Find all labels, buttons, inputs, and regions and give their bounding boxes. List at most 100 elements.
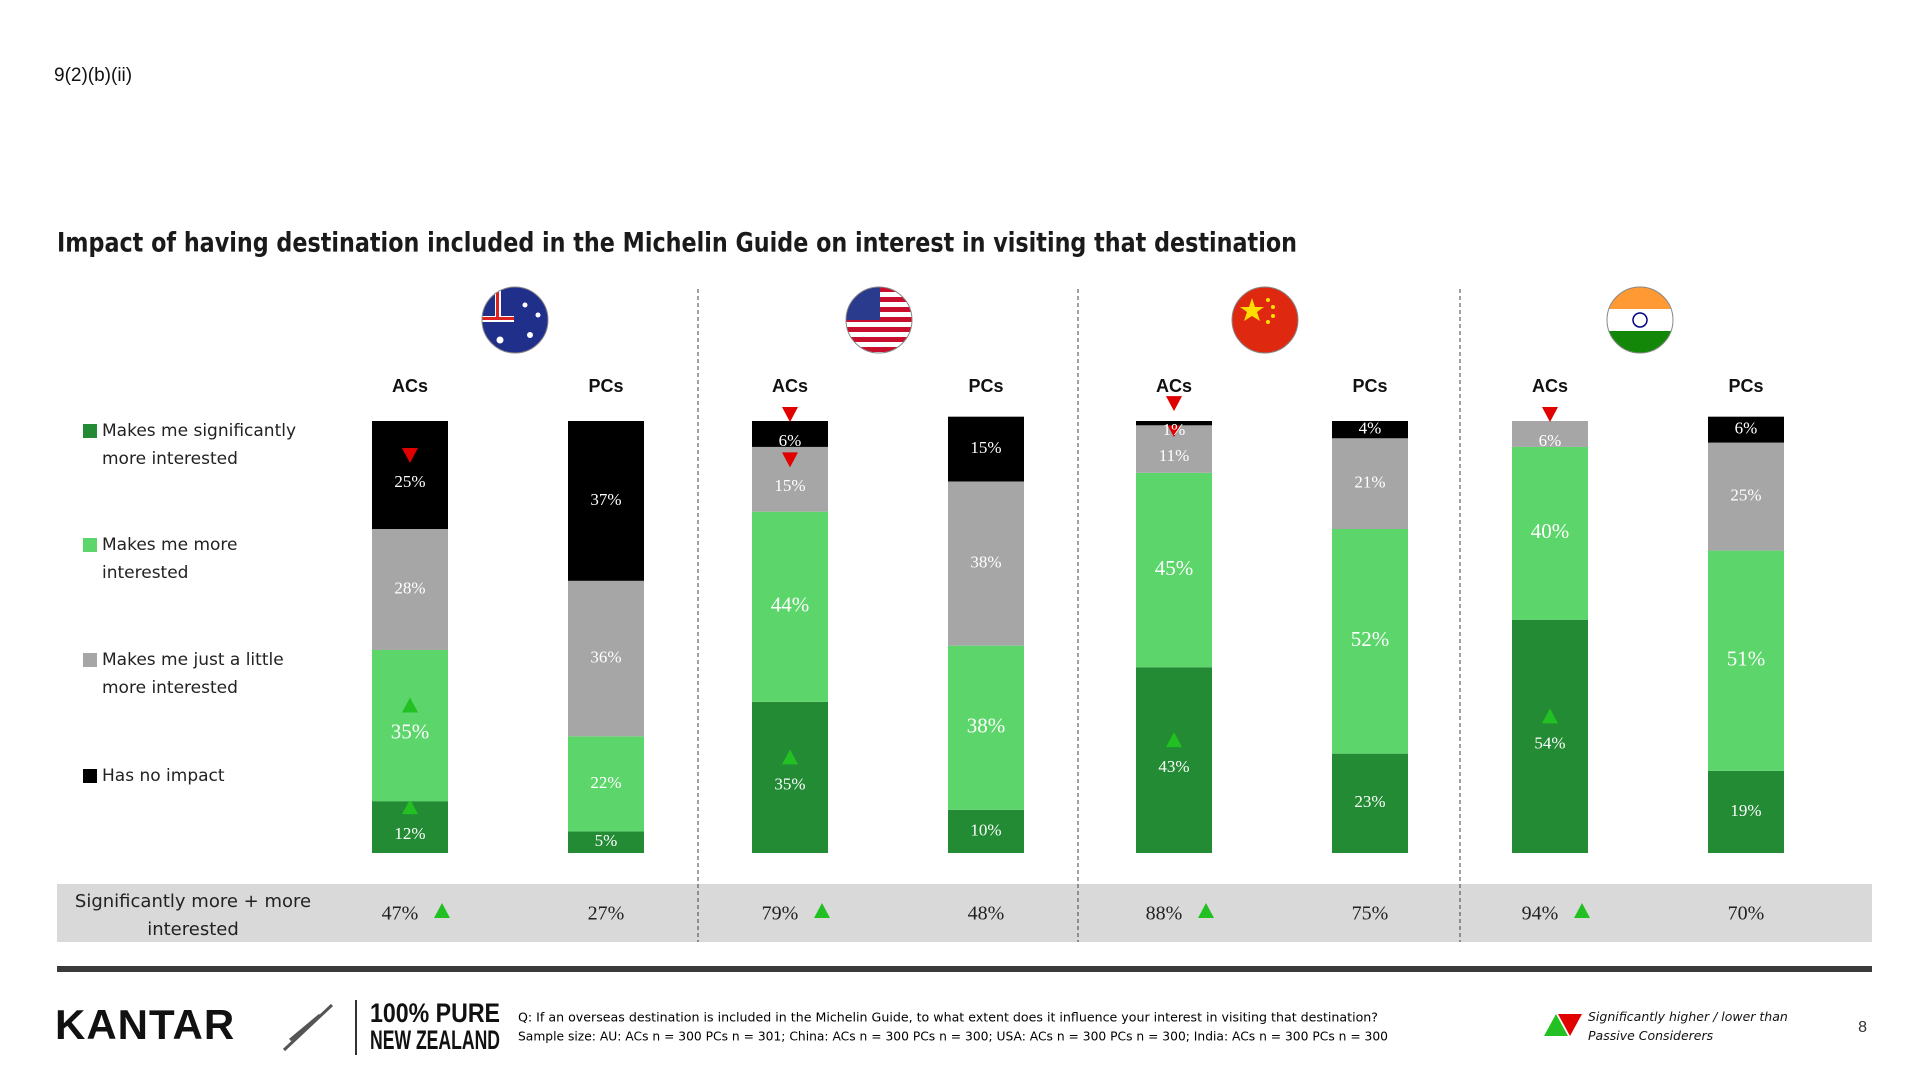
flag-china <box>1232 287 1298 353</box>
x-tick-label: PCs <box>1728 376 1763 396</box>
value-label: 6% <box>1735 419 1758 438</box>
sig-up-marker <box>402 799 418 815</box>
footer-rule <box>57 966 1872 972</box>
bar-segment <box>1512 446 1588 620</box>
legend-label: Has no impact <box>102 766 225 786</box>
total-label: 79% <box>762 903 799 925</box>
bar-segment <box>1332 753 1408 853</box>
sample-note: Sample size: AU: ACs n = 300 PCs n = 301… <box>518 1029 1388 1044</box>
value-label: 35% <box>774 774 805 793</box>
flag-usa <box>846 287 912 353</box>
bar-segment <box>1708 550 1784 771</box>
bar-segment <box>372 529 448 650</box>
sig-up-marker <box>782 749 798 765</box>
totals-label: Significantly more + more interested <box>74 891 312 940</box>
sig-up-marker <box>1166 732 1182 748</box>
legend-label: Makes me just a little more interested <box>102 650 284 698</box>
value-label: 25% <box>1730 486 1761 505</box>
sig-up-marker <box>434 903 450 918</box>
value-label: 44% <box>771 593 810 617</box>
flag-ring <box>481 286 549 354</box>
bar-segment <box>752 421 828 447</box>
value-label: 10% <box>970 820 1001 839</box>
value-label: 6% <box>1539 431 1562 450</box>
sig-down-marker <box>1166 396 1182 412</box>
x-tick-label: ACs <box>772 376 808 396</box>
bar-segment <box>568 831 644 853</box>
total-label: 88% <box>1146 903 1183 925</box>
x-tick-label: PCs <box>1352 376 1387 396</box>
legend-swatch <box>83 653 97 667</box>
bar-segment <box>1708 770 1784 853</box>
bar-segment <box>372 421 448 529</box>
page-code: 9(2)(b)(ii) <box>54 65 132 86</box>
total-label: 47% <box>382 903 419 925</box>
flag-ring <box>1606 286 1674 354</box>
bar-segment <box>948 416 1024 482</box>
bar-segment <box>752 701 828 853</box>
logo-line: 100% PURE <box>370 998 500 1028</box>
value-label: 40% <box>1531 519 1570 543</box>
bar-segment <box>1512 421 1588 447</box>
legend-up-icon <box>1544 1014 1568 1036</box>
bar-segment <box>948 645 1024 810</box>
bar-segment <box>1136 472 1212 668</box>
bar-segment <box>1332 421 1408 439</box>
legend-swatch <box>83 769 97 783</box>
value-label: 52% <box>1351 627 1390 651</box>
total-label: 94% <box>1522 903 1559 925</box>
value-label: 11% <box>1159 446 1190 465</box>
legend-swatch <box>83 424 97 438</box>
totals-band <box>57 884 1872 942</box>
question-note: Q: If an overseas destination is include… <box>518 1010 1378 1025</box>
value-label: 51% <box>1727 647 1766 671</box>
x-tick-label: ACs <box>1156 376 1192 396</box>
bar-segment <box>1136 667 1212 853</box>
total-label: 75% <box>1352 903 1389 925</box>
bar-segment <box>1512 619 1588 853</box>
value-label: 15% <box>970 438 1001 457</box>
fern-icon <box>282 1003 334 1052</box>
flag-australia <box>482 287 548 353</box>
flag-ring <box>1231 286 1299 354</box>
total-label: 27% <box>588 903 625 925</box>
value-label: 54% <box>1534 733 1565 752</box>
x-tick-label: PCs <box>588 376 623 396</box>
sig-up-marker <box>814 903 830 918</box>
x-tick-label: PCs <box>968 376 1003 396</box>
value-label: 15% <box>774 476 805 495</box>
x-tick-label: ACs <box>392 376 428 396</box>
bar-segment <box>1708 416 1784 443</box>
legend-label: Makes me more interested <box>102 535 238 583</box>
sig-up-marker <box>402 697 418 713</box>
value-label: 19% <box>1730 801 1761 820</box>
flag-ring <box>845 286 913 354</box>
value-label: 25% <box>394 472 425 491</box>
brand: KANTAR <box>55 1001 235 1048</box>
value-label: 38% <box>967 714 1006 738</box>
flag-india <box>1607 287 1673 353</box>
bar-segment <box>568 421 644 581</box>
bar-segment <box>752 511 828 702</box>
bar-segment <box>372 649 448 802</box>
value-label: 38% <box>970 552 1001 571</box>
value-label: 12% <box>394 824 425 843</box>
value-label: 21% <box>1354 473 1385 492</box>
bar-segment <box>1136 421 1212 426</box>
value-label: 45% <box>1155 556 1194 580</box>
sig-down-marker <box>402 448 418 463</box>
bar-segment <box>1708 442 1784 551</box>
sig-down-marker <box>1542 406 1558 422</box>
sig-down-marker <box>1166 422 1182 438</box>
sig-down-marker <box>782 452 798 468</box>
legend-swatch <box>83 538 97 552</box>
x-tick-label: ACs <box>1532 376 1568 396</box>
total-label: 70% <box>1728 903 1765 925</box>
value-label: 43% <box>1158 757 1189 776</box>
sig-up-marker <box>1198 903 1214 918</box>
chart-title: Impact of having destination included in… <box>57 228 1297 259</box>
page-number: 8 <box>1858 1019 1867 1036</box>
value-label: 5% <box>595 831 618 850</box>
